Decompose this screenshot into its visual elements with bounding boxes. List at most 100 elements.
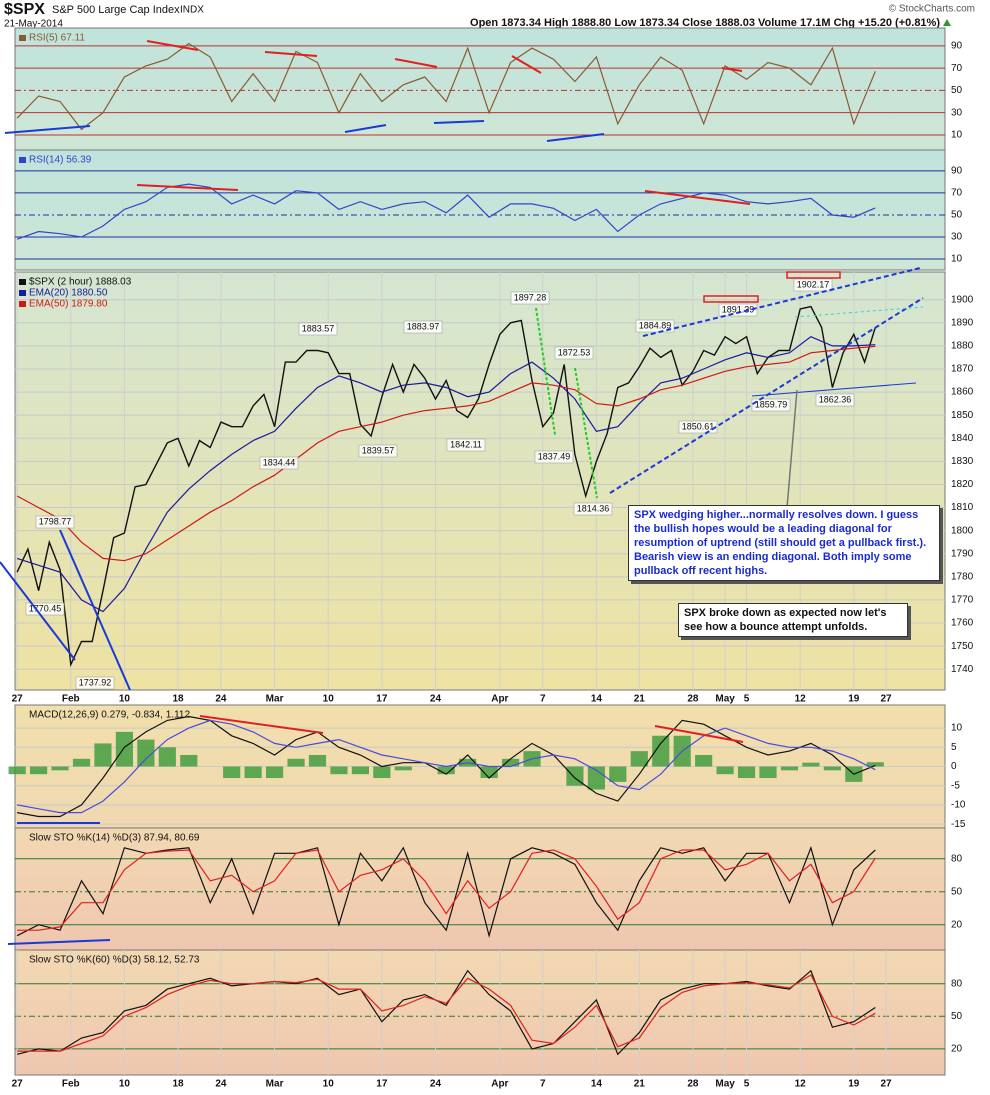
y-tick-label: 0 [951,761,957,772]
annotation-box [718,303,758,317]
histogram-bar [137,739,155,767]
trend-line [0,561,76,661]
trend-line [654,725,744,743]
histogram-bar [866,762,884,767]
y-tick-label: 1740 [951,664,974,675]
y-tick-label: 80 [951,853,963,864]
histogram-bar [266,766,284,779]
histogram-bar [351,766,369,775]
legend-swatch [19,290,26,296]
y-tick-label: 50 [951,886,963,897]
histogram-bar [8,766,26,775]
trend-lines [0,40,924,945]
annotation-box [678,420,718,434]
panel-label: MACD(12,26,9) 0.279, -0.834, 1.112 [29,710,190,721]
series-line [16,336,876,613]
y-tick-label: 1860 [951,387,974,398]
trend-line [394,58,438,68]
annotation-box [358,444,398,458]
price-annotation: 1859.79 [755,399,788,409]
y-tick-label: -10 [951,800,966,811]
price-annotation: 1891.39 [722,304,755,314]
legend-entry: RSI(14) 56.39 [29,155,92,166]
legend-entry: RSI(5) 67.11 [29,33,85,44]
trend-line [574,367,598,499]
x-tick-label: May [715,694,735,705]
trend-line [721,67,743,72]
quote: Open 1873.34 High 1888.80 Low 1873.34 Cl… [470,17,940,29]
legend-swatch [19,157,26,163]
x-tick-label: 21 [634,694,646,705]
panel-background [14,149,946,271]
y-tick-label: 50 [951,1011,963,1022]
y-tick-label: 1870 [951,364,974,375]
x-tick-label: May [715,1079,735,1090]
highlight-box [786,271,841,279]
panel-background [14,949,946,1076]
legend-swatch [19,35,26,41]
annotation-box [554,346,594,360]
up-arrow [943,19,951,26]
price-annotation: 1884.89 [639,320,672,330]
histogram-bar [630,751,648,767]
histogram-bar [373,766,391,779]
trend-line [146,40,199,51]
x-tick-label: Feb [62,694,80,705]
histogram-bar [72,758,91,767]
trend-line [644,190,751,205]
exchange: INDX [180,5,204,16]
x-tick-label: 19 [848,694,860,705]
series-line [16,719,876,814]
x-tick-label: 24 [215,694,227,705]
trend-line [433,120,485,124]
highlight-box [703,295,759,303]
legend-swatch [19,301,26,307]
series-line [17,849,876,931]
x-tick-label: 12 [795,1079,807,1090]
annotation-box [25,602,65,616]
price-annotation: 1897.28 [514,292,547,302]
x-tick-label: 7 [540,694,546,705]
histogram-bar [287,758,305,767]
x-tick-label: 10 [323,1079,335,1090]
trend-line [609,297,924,494]
y-tick-label: 20 [951,919,963,930]
trend-line [199,715,324,734]
trend-line [751,382,917,397]
trend-line [7,939,111,945]
annotation-box [635,319,675,333]
x-tick-label: 5 [744,1079,750,1090]
series-line [17,974,876,1052]
annotation-box [403,320,443,334]
x-tick-label: 19 [848,1079,860,1090]
histogram-bar [480,766,498,779]
x-tick-label: 27 [12,1079,24,1090]
y-tick-label: 10 [951,130,963,141]
annotation-box [751,398,791,412]
price-annotation: 1770.45 [29,603,62,613]
x-tick-label: 17 [376,1079,388,1090]
histogram-bar [587,766,605,790]
histogram-bar [737,766,756,779]
y-tick-label: -5 [951,780,960,791]
histogram-bar [158,747,176,767]
x-tick-label: 21 [634,1079,646,1090]
x-tick-label: 28 [687,694,699,705]
callout-line [786,389,798,509]
histogram-bar [759,766,777,779]
price-annotation: 1814.36 [577,503,610,513]
trend-line [59,529,131,691]
histogram-bar [223,766,241,779]
histogram-bar [180,754,198,767]
histogram-bar [695,754,713,767]
histogram-bar [652,735,670,767]
annotation-box [35,515,75,529]
x-tick-label: 5 [744,694,750,705]
histogram-bar [609,766,627,782]
y-tick-label: 1770 [951,595,974,606]
y-tick-label: 10 [951,254,963,265]
histogram-bar [308,754,327,767]
y-tick-label: 1840 [951,433,974,444]
note: SPX broke down as expected now let's see… [678,603,908,637]
x-tick-label: 24 [430,1079,442,1090]
